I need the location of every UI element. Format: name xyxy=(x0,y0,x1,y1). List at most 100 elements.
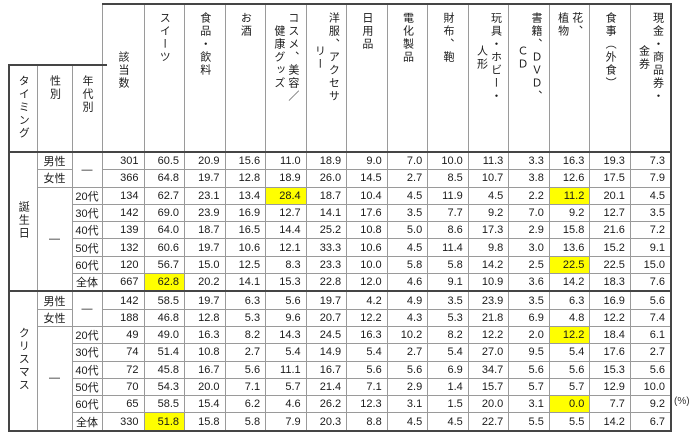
category-value: 4.5 xyxy=(427,412,469,432)
category-value: 5.6 xyxy=(346,360,388,379)
age-dash: — xyxy=(71,151,103,188)
category-value: 11.3 xyxy=(467,151,510,171)
category-value: 12.1 xyxy=(265,238,307,257)
category-value: 4.6 xyxy=(386,273,429,292)
category-value: 1.4 xyxy=(427,377,469,397)
header-category-label: お酒 xyxy=(239,12,252,38)
category-value: 15.3 xyxy=(589,360,631,379)
category-value: 6.2 xyxy=(224,395,267,414)
category-value: 5.3 xyxy=(427,308,469,327)
category-value: 51.4 xyxy=(143,343,186,362)
n-value: 74 xyxy=(101,343,145,362)
age-label: 40代 xyxy=(71,360,103,379)
category-value: 11.9 xyxy=(427,186,469,205)
category-value: 21.4 xyxy=(305,377,348,397)
category-value: 3.5 xyxy=(629,203,672,223)
category-value: 10.9 xyxy=(467,273,510,292)
category-value: 5.8 xyxy=(427,255,469,275)
category-value: 64.8 xyxy=(143,169,186,188)
category-value: 4.5 xyxy=(386,186,429,205)
category-value: 7.1 xyxy=(224,377,267,397)
unit-label: (%) xyxy=(674,396,690,407)
header-step-border xyxy=(8,64,107,66)
category-value: 9.2 xyxy=(548,203,591,223)
category-value: 8.2 xyxy=(427,325,469,345)
category-value: 18.7 xyxy=(305,186,348,205)
category-value: 60.6 xyxy=(143,238,186,257)
category-value: 15.3 xyxy=(265,273,307,292)
header-category-label: 食品・飲料 xyxy=(198,12,211,77)
category-value: 20.0 xyxy=(467,395,510,414)
category-value: 7.1 xyxy=(346,377,388,397)
header-timing-label: タイミング xyxy=(17,75,30,140)
header-category-flowers-plants: 花、 植物 xyxy=(548,3,591,153)
n-value: 188 xyxy=(101,308,145,327)
age-dash: — xyxy=(71,290,103,327)
category-value: 5.6 xyxy=(548,360,591,379)
header-category-label: 現金・商品券・ 金券 xyxy=(637,12,664,103)
category-value: 14.2 xyxy=(589,412,631,432)
category-value: 6.7 xyxy=(629,412,672,432)
header-category-label: 玩具・ホビー・ 人形 xyxy=(475,12,502,103)
gender-label: 男性 xyxy=(36,290,73,310)
category-value: 3.6 xyxy=(508,273,550,292)
category-value: 58.5 xyxy=(143,395,186,414)
category-value: 11.1 xyxy=(265,360,307,379)
category-value: 10.0 xyxy=(629,377,672,397)
category-value: 54.3 xyxy=(143,377,186,397)
header-staircase-mask xyxy=(0,0,102,64)
category-value: 12.9 xyxy=(589,377,631,397)
category-value: 18.9 xyxy=(305,151,348,171)
category-value: 24.5 xyxy=(305,325,348,345)
age-label: 20代 xyxy=(71,325,103,345)
category-value: 19.7 xyxy=(184,238,226,257)
category-value: 5.7 xyxy=(548,377,591,397)
category-value: 9.6 xyxy=(265,308,307,327)
gender-label: 男性 xyxy=(36,151,73,171)
category-value: 8.5 xyxy=(427,169,469,188)
category-value: 16.7 xyxy=(184,360,226,379)
category-value: 16.3 xyxy=(184,325,226,345)
category-value: 12.2 xyxy=(467,325,510,345)
header-category-wallet-bag: 財布、鞄 xyxy=(427,3,469,153)
category-value: 18.9 xyxy=(265,169,307,188)
category-value: 12.7 xyxy=(265,203,307,223)
category-value: 7.7 xyxy=(427,203,469,223)
category-value: 4.9 xyxy=(386,290,429,310)
age-label: 30代 xyxy=(71,203,103,223)
n-value: 65 xyxy=(101,395,145,414)
age-label: 60代 xyxy=(71,255,103,275)
category-value: 5.4 xyxy=(346,343,388,362)
n-value: 70 xyxy=(101,377,145,397)
timing-label: クリスマス xyxy=(8,290,38,432)
table-row: 30代 74 51.4 10.8 2.7 5.4 14.9 5.4 2.7 5.4 27.0 9.5 5… xyxy=(9,343,672,362)
category-value: 12.8 xyxy=(224,169,267,188)
n-value: 139 xyxy=(101,221,145,240)
gender-label: 女性 xyxy=(36,308,73,327)
category-value: 23.9 xyxy=(467,290,510,310)
category-value: 22.8 xyxy=(305,273,348,292)
category-value: 12.3 xyxy=(346,395,388,414)
category-value: 27.0 xyxy=(467,343,510,362)
category-value: 3.1 xyxy=(386,395,429,414)
category-value: 8.8 xyxy=(346,412,388,432)
category-value: 5.6 xyxy=(224,360,267,379)
category-value: 14.4 xyxy=(265,221,307,240)
category-value: 10.8 xyxy=(184,343,226,362)
gender-dash: — xyxy=(36,325,73,432)
category-value: 3.1 xyxy=(508,395,550,414)
category-value: 11.4 xyxy=(427,238,469,257)
category-value: 1.5 xyxy=(427,395,469,414)
category-value: 14.2 xyxy=(467,255,510,275)
category-value: 23.9 xyxy=(184,203,226,223)
category-value: 56.7 xyxy=(143,255,186,275)
header-category-label: コスメ、美容／ 健康グッズ xyxy=(272,12,299,103)
header-category-food-drink: 食品・飲料 xyxy=(184,3,226,153)
table-row: 50代 70 54.3 20.0 7.1 5.7 21.4 7.1 2.9 1.4 15.7 5.7 5… xyxy=(9,377,672,397)
category-value: 9.1 xyxy=(427,273,469,292)
category-value: 2.7 xyxy=(386,169,429,188)
category-value: 15.4 xyxy=(184,395,226,414)
table-row: 40代 139 64.0 18.7 16.5 14.4 25.2 10.8 5.0 8.6 17.3… xyxy=(9,221,672,240)
category-value: 2.7 xyxy=(386,343,429,362)
header-category-label: 日用品 xyxy=(360,12,373,51)
